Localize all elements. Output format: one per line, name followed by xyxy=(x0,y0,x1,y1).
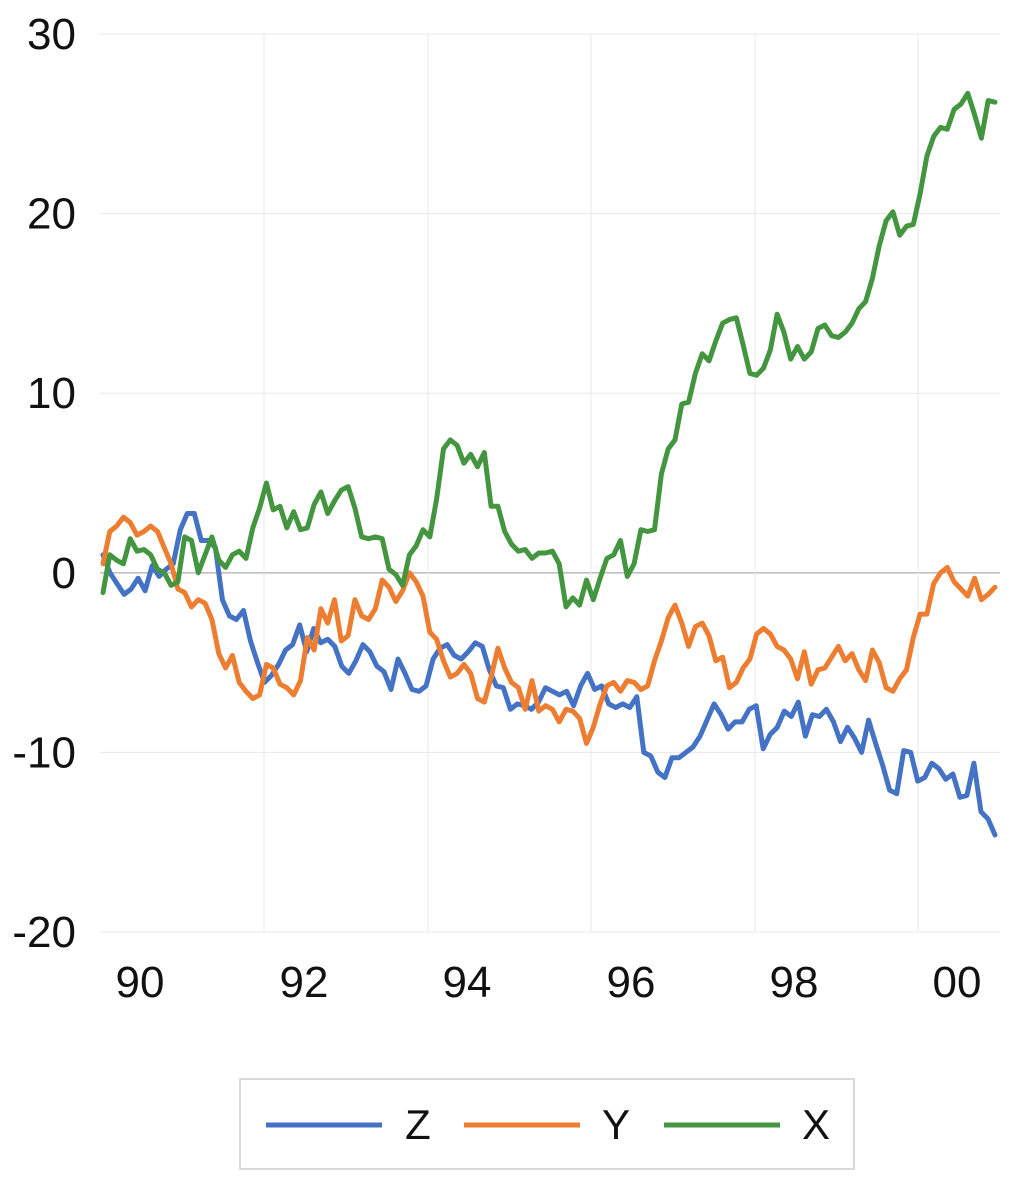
y-tick-label: 10 xyxy=(27,369,76,418)
legend-label-x: X xyxy=(802,1101,830,1148)
legend-label-z: Z xyxy=(405,1101,431,1148)
y-tick-label: 0 xyxy=(52,549,76,598)
x-tick-label: 94 xyxy=(443,958,492,1007)
x-tick-label: 96 xyxy=(607,958,656,1007)
series-line-z xyxy=(100,511,998,838)
series-lines xyxy=(100,90,998,838)
gridlines xyxy=(100,33,1000,933)
y-tick-label: -20 xyxy=(12,908,76,957)
legend-label-y: Y xyxy=(602,1101,630,1148)
series-line-y xyxy=(100,514,998,746)
series-line-x xyxy=(100,90,998,610)
x-tick-label: 90 xyxy=(116,958,165,1007)
y-tick-label: -10 xyxy=(12,728,76,777)
x-tick-label: 98 xyxy=(770,958,819,1007)
y-axis-tick-labels: 30 20 10 0 -10 -20 xyxy=(12,10,76,957)
x-tick-label: 92 xyxy=(280,958,329,1007)
x-tick-label: 00 xyxy=(933,958,982,1007)
y-tick-label: 20 xyxy=(27,190,76,239)
x-axis-tick-labels: 90 92 94 96 98 00 xyxy=(116,958,982,1007)
y-tick-label: 30 xyxy=(27,10,76,59)
